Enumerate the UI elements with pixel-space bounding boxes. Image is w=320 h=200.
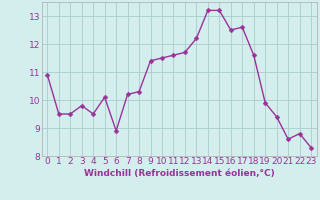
X-axis label: Windchill (Refroidissement éolien,°C): Windchill (Refroidissement éolien,°C) — [84, 169, 275, 178]
